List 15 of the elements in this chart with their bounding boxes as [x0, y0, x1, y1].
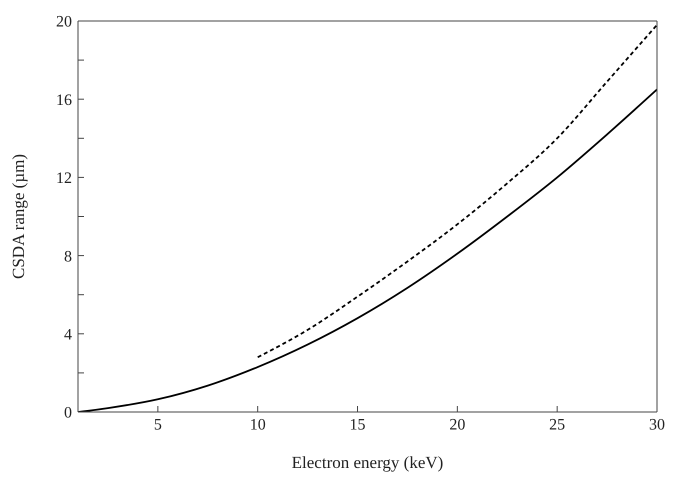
y-tick-label: 4 — [64, 326, 72, 344]
y-axis-title: CSDA range (µm) — [9, 154, 28, 280]
y-tick-label: 16 — [56, 92, 72, 109]
x-tick-label: 10 — [250, 416, 266, 434]
x-axis-title: Electron energy (keV) — [292, 453, 444, 472]
x-tick-label: 20 — [449, 416, 466, 434]
y-tick-label: 12 — [56, 170, 72, 188]
line-series — [256, 24, 657, 358]
x-tick-label: 30 — [649, 416, 665, 434]
y-tick-label: 8 — [64, 248, 72, 266]
x-tick-label: 25 — [549, 416, 566, 434]
x-tick-label: 15 — [350, 416, 366, 434]
y-tick-label: 20 — [56, 14, 72, 31]
y-tick-label: 0 — [64, 404, 72, 422]
x-tick-label: 5 — [154, 416, 162, 434]
